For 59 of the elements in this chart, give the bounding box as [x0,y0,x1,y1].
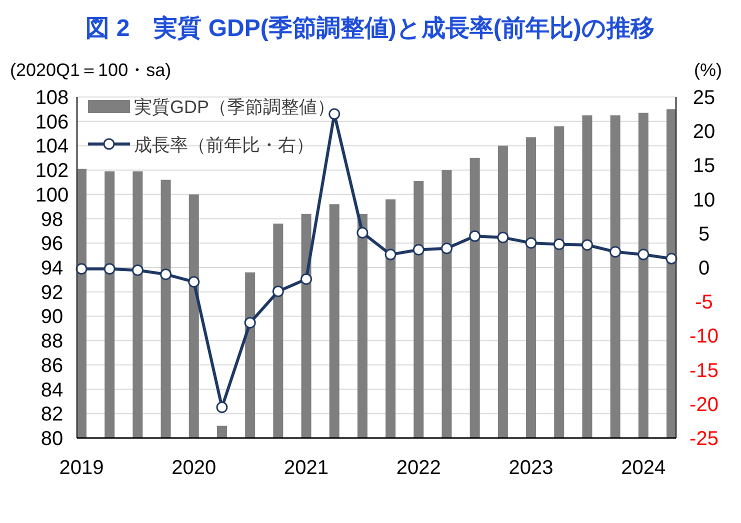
y2-tick-label: 0 [698,258,710,280]
point [132,264,144,276]
point [497,232,509,244]
y-tick-label: 98 [40,208,64,231]
y-tick-label: 82 [40,404,64,426]
point [666,252,678,264]
y2-tick-label: 25 [692,87,716,109]
x-tick-label: 2021 [284,457,329,479]
y2-axis-title: (%) [694,60,722,80]
x-tick-label: 2022 [396,457,441,479]
point [525,237,537,249]
y-tick-label: 96 [40,233,64,256]
chart-title: 図 2 実質 GDP(季節調整値)と成長率(前年比)の推移 [86,14,654,42]
point [188,276,200,288]
y-tick-label: 92 [40,282,64,304]
y2-tick-label: -20 [690,394,718,416]
y2-tick-label: 10 [692,189,716,212]
point [553,238,565,250]
y-tick-label: 100 [35,184,69,206]
y2-tick-label: -5 [695,292,713,314]
x-tick-label: 2023 [508,457,554,479]
point [356,226,368,238]
point [581,239,593,251]
y-tick-label: 80 [40,428,64,450]
point [412,244,424,256]
x-tick-label: 2024 [621,457,666,479]
y2-tick-label: 5 [698,223,710,246]
point [384,248,396,260]
point [610,246,622,258]
y-tick-label: 86 [40,354,64,377]
legend-label: 成長率（前年比・右） [134,135,314,155]
x-tick-label: 2019 [59,457,104,479]
point [440,242,452,254]
y-tick-label: 108 [35,87,69,109]
y-tick-label: 88 [40,330,64,353]
y2-tick-label: -25 [690,428,718,450]
point [160,268,172,280]
point [244,316,256,328]
point [216,402,228,414]
point [328,108,340,120]
y-tick-label: 102 [35,160,69,182]
y2-tick-label: -15 [690,360,718,382]
point [638,248,650,260]
y-axis-title: (2020Q1＝100・sa) [10,60,172,80]
legend-label: 実質GDP（季節調整値） [134,97,336,117]
point [469,230,481,242]
point [76,263,88,275]
point [272,286,284,298]
y-tick-label: 90 [40,306,64,328]
y2-tick-label: 15 [692,155,716,178]
y-tick-label: 106 [35,111,69,134]
y-tick-label: 84 [40,379,64,402]
y2-tick-label: 20 [692,121,716,144]
y2-tick-label: -10 [690,326,718,348]
y-tick-label: 94 [40,258,64,280]
point [300,273,312,285]
point [104,263,116,275]
x-tick-label: 2020 [172,457,216,479]
y-tick-label: 104 [35,136,69,158]
